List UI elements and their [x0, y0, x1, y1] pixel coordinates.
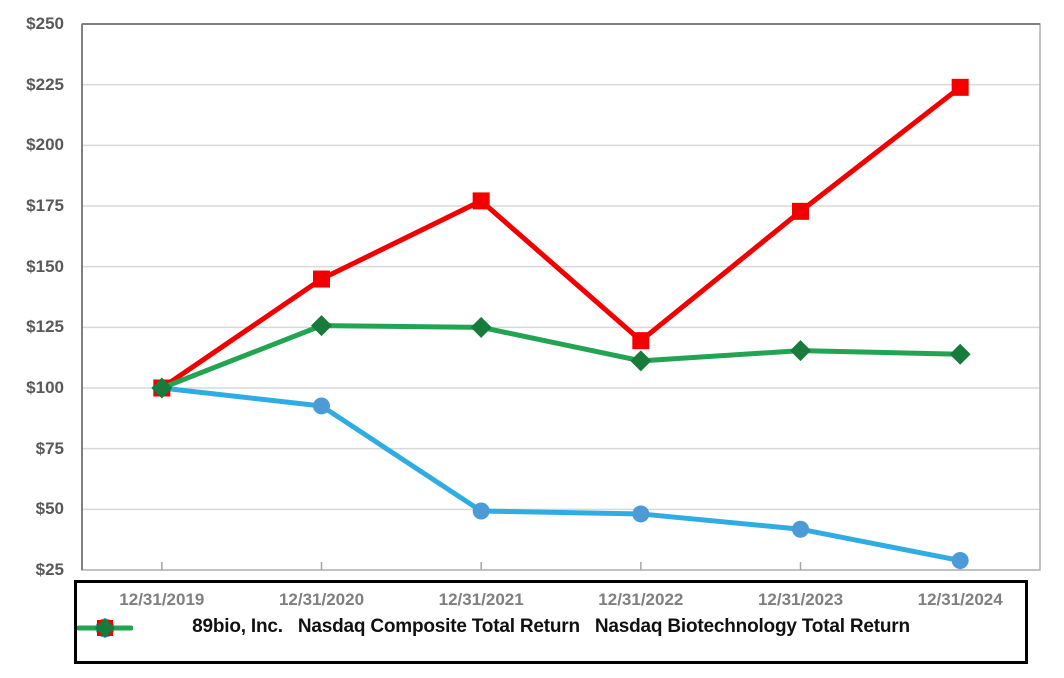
x-axis-tick-label: 12/31/2024 [917, 590, 1003, 609]
circle-marker-icon [313, 397, 330, 415]
series-line-0 [159, 385, 963, 564]
diamond-marker-icon [470, 316, 492, 338]
legend-label: 89bio, Inc. [192, 616, 283, 637]
circle-marker-icon [951, 552, 969, 570]
legend-label: Nasdaq Composite Total Return [297, 616, 580, 637]
diamond-marker-icon [949, 343, 971, 365]
circle-marker-icon [792, 520, 809, 538]
series-line-1 [159, 84, 963, 391]
legend-entry-2: Nasdaq Biotechnology Total Return [77, 616, 910, 638]
circle-marker-icon [632, 505, 650, 523]
x-axis-tick-label: 12/31/2022 [598, 590, 684, 609]
x-axis-tick-label: 12/31/2023 [757, 590, 844, 609]
square-marker-icon [472, 192, 490, 210]
y-axis-tick-label: $225 [26, 74, 64, 94]
legend-entry-0: 89bio, Inc. [77, 616, 283, 638]
legend: 89bio, Inc. Nasdaq Composite Total Return… [77, 616, 1025, 638]
y-axis-tick-label: $25 [35, 560, 64, 579]
x-axis-tick-label: 12/31/2019 [119, 590, 205, 609]
square-marker-icon [951, 78, 969, 96]
y-axis-tick-label: $75 [35, 438, 64, 458]
y-axis-tick-label: $250 [26, 14, 64, 33]
x-axis-tick-label: 12/31/2021 [438, 590, 524, 609]
diamond-marker-icon [77, 618, 133, 638]
square-marker-icon [792, 202, 809, 220]
y-axis-tick-label: $100 [26, 378, 64, 397]
circle-marker-icon [472, 502, 490, 520]
y-axis-tick-label: $50 [35, 499, 64, 519]
diamond-marker-icon [630, 350, 652, 372]
legend-entry-1: Nasdaq Composite Total Return [77, 616, 580, 638]
y-axis-tick-label: $200 [26, 135, 64, 155]
diamond-marker-icon [311, 315, 332, 337]
x-axis-tick-label: 12/31/2020 [278, 590, 365, 609]
square-marker-icon [313, 270, 330, 288]
legend-box: 12/31/2019 12/31/2020 12/31/2021 12/31/2022… [74, 580, 1028, 664]
square-marker-icon [632, 332, 650, 350]
legend-label: Nasdaq Biotechnology Total Return [594, 616, 910, 637]
y-axis-tick-label: $175 [26, 196, 64, 215]
diamond-marker-icon [151, 377, 173, 399]
y-axis-tick-label: $125 [26, 317, 64, 337]
y-axis-tick-label: $150 [26, 256, 64, 276]
series-line-2 [159, 323, 963, 391]
diamond-marker-icon [790, 340, 811, 362]
plot-border [81, 23, 1041, 571]
